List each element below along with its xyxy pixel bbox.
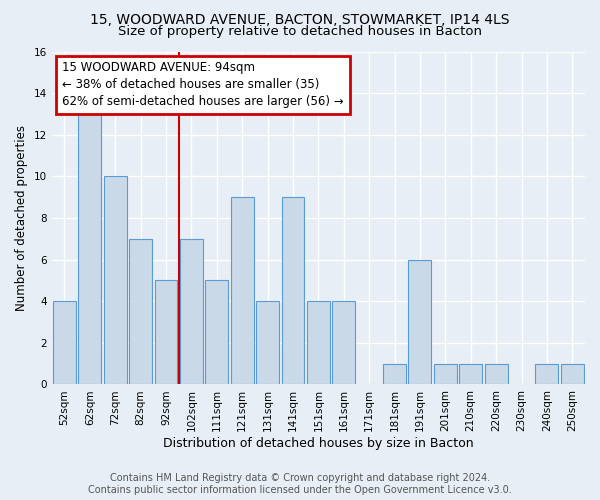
Bar — [53, 301, 76, 384]
Bar — [104, 176, 127, 384]
Bar — [256, 301, 279, 384]
Text: 15, WOODWARD AVENUE, BACTON, STOWMARKET, IP14 4LS: 15, WOODWARD AVENUE, BACTON, STOWMARKET,… — [90, 12, 510, 26]
Text: 15 WOODWARD AVENUE: 94sqm
← 38% of detached houses are smaller (35)
62% of semi-: 15 WOODWARD AVENUE: 94sqm ← 38% of detac… — [62, 62, 344, 108]
Bar — [155, 280, 178, 384]
Bar — [535, 364, 559, 384]
Bar — [383, 364, 406, 384]
Bar — [79, 114, 101, 384]
Y-axis label: Number of detached properties: Number of detached properties — [15, 125, 28, 311]
Bar — [307, 301, 330, 384]
Bar — [561, 364, 584, 384]
Bar — [459, 364, 482, 384]
Bar — [180, 239, 203, 384]
Bar — [485, 364, 508, 384]
Bar — [434, 364, 457, 384]
Bar — [409, 260, 431, 384]
Bar — [129, 239, 152, 384]
Bar — [332, 301, 355, 384]
Bar — [231, 197, 254, 384]
Bar — [205, 280, 228, 384]
Bar — [281, 197, 304, 384]
Text: Contains HM Land Registry data © Crown copyright and database right 2024.
Contai: Contains HM Land Registry data © Crown c… — [88, 474, 512, 495]
Text: Size of property relative to detached houses in Bacton: Size of property relative to detached ho… — [118, 25, 482, 38]
X-axis label: Distribution of detached houses by size in Bacton: Distribution of detached houses by size … — [163, 437, 473, 450]
